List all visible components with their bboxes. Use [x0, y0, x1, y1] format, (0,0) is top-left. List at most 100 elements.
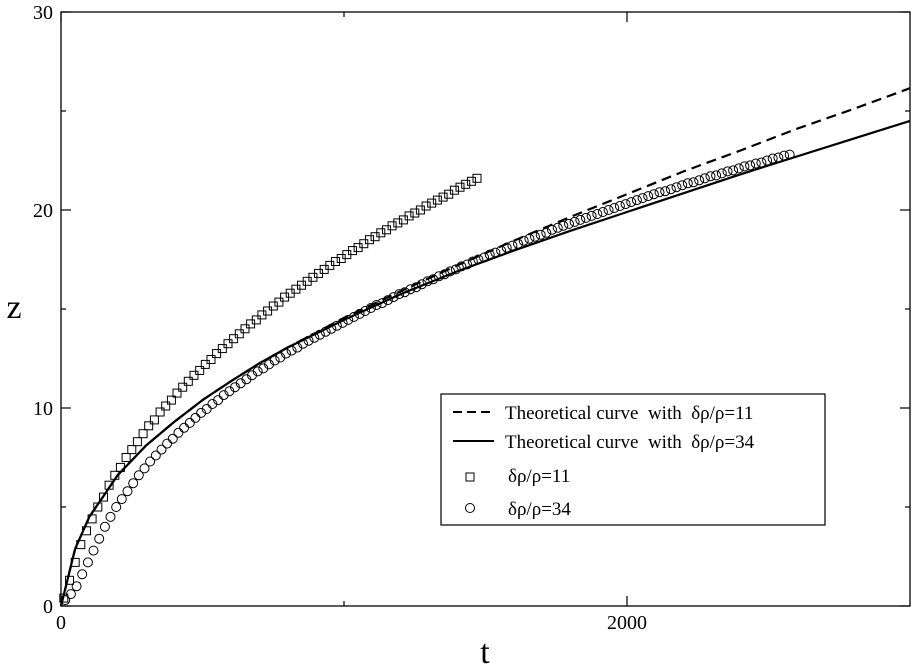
circle-marker — [501, 242, 512, 253]
square-marker — [99, 492, 108, 502]
circle-marker — [620, 199, 631, 210]
circle-marker — [416, 279, 427, 290]
circle-marker — [507, 240, 518, 251]
square-marker — [132, 437, 142, 447]
square-marker — [206, 355, 216, 364]
circle-marker — [377, 298, 388, 309]
circle-marker — [694, 175, 705, 186]
square-marker — [70, 557, 80, 567]
circle-marker — [405, 284, 416, 295]
circle-marker — [309, 332, 320, 343]
circle-marker — [371, 300, 382, 310]
square-marker — [455, 182, 465, 192]
square-marker — [82, 526, 91, 536]
circle-marker — [603, 205, 614, 215]
circle-marker — [184, 417, 195, 428]
square-marker — [212, 349, 222, 359]
circle-marker — [490, 247, 501, 258]
circle-marker — [77, 569, 88, 580]
circle-marker — [422, 276, 433, 287]
square-marker — [240, 324, 250, 334]
circle-marker — [450, 264, 461, 275]
square-marker — [104, 480, 114, 490]
circle-marker — [337, 317, 348, 328]
circle-marker — [524, 233, 535, 244]
circle-marker — [581, 212, 591, 223]
circle-marker — [762, 155, 773, 166]
circle-marker — [65, 589, 76, 600]
x-tick-label: 0 — [56, 612, 66, 634]
square-marker — [166, 395, 176, 405]
square-marker — [200, 359, 210, 369]
circle-marker — [716, 168, 727, 179]
legend-label-data-11: δρ/ρ=11 — [508, 466, 570, 487]
circle-marker — [671, 182, 682, 193]
circle-marker — [479, 252, 490, 263]
circle-marker — [733, 163, 744, 174]
legend-square-marker-icon — [465, 472, 475, 482]
legend-label-data-34: δρ/ρ=34 — [508, 499, 571, 520]
square-marker — [466, 176, 476, 186]
square-marker — [274, 297, 284, 307]
square-marker — [172, 388, 182, 398]
square-marker — [365, 235, 374, 245]
circle-marker — [484, 249, 495, 260]
circle-marker — [122, 486, 133, 497]
circle-marker — [116, 494, 127, 505]
tick-labels: 0 2000 0 10 20 30 — [33, 2, 647, 634]
circle-marker — [111, 502, 122, 512]
circle-marker — [739, 161, 750, 172]
circle-marker — [139, 463, 150, 474]
legend: Theoretical curve with δρ/ρ=11 Theoretic… — [440, 393, 826, 526]
circle-marker — [773, 152, 784, 163]
circle-marker — [360, 306, 371, 316]
legend-circle-marker-icon — [465, 503, 475, 513]
marker-group-circle — [60, 149, 795, 606]
circle-marker — [399, 287, 410, 298]
circle-marker — [179, 422, 190, 433]
circle-marker — [654, 187, 665, 198]
circle-marker — [269, 355, 280, 366]
square-marker — [404, 211, 414, 221]
circle-marker — [547, 224, 557, 235]
circle-marker — [779, 150, 790, 161]
circle-marker — [82, 557, 93, 568]
square-marker — [263, 306, 273, 316]
circle-marker — [609, 203, 620, 213]
square-marker — [93, 502, 103, 512]
circle-marker — [496, 245, 507, 256]
circle-marker — [705, 171, 716, 182]
y-tick-label: 20 — [33, 200, 53, 222]
circle-marker — [728, 165, 739, 176]
circle-marker — [530, 231, 540, 242]
series-layer — [59, 87, 911, 607]
square-marker — [76, 540, 86, 550]
circle-marker — [513, 238, 523, 249]
circle-marker — [592, 209, 603, 219]
circle-marker — [473, 254, 484, 265]
square-marker — [348, 246, 357, 256]
marker-group-square — [59, 173, 482, 603]
circle-marker — [784, 149, 795, 160]
legend-label-theory-34: Theoretical curve with δρ/ρ=34 — [505, 432, 755, 453]
circle-marker — [60, 595, 71, 606]
square-marker — [87, 514, 97, 524]
circle-marker — [518, 235, 529, 246]
y-tick-label: 0 — [43, 596, 53, 618]
circle-marker — [411, 282, 422, 293]
circle-marker — [433, 271, 444, 282]
circle-marker — [196, 407, 207, 418]
circle-marker — [631, 195, 642, 206]
circle-marker — [150, 450, 161, 461]
square-marker — [229, 334, 239, 344]
square-marker — [217, 344, 227, 354]
circle-marker — [558, 220, 569, 231]
circle-marker — [535, 229, 546, 240]
circle-marker — [614, 201, 625, 211]
circle-marker — [252, 366, 263, 377]
square-marker — [432, 195, 442, 205]
square-marker — [234, 329, 244, 339]
circle-marker — [314, 329, 325, 340]
circle-marker — [343, 314, 354, 325]
